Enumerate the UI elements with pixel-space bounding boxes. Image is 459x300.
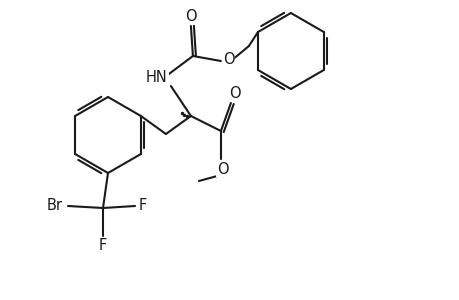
Text: HN: HN xyxy=(146,70,168,85)
Text: Br: Br xyxy=(47,199,63,214)
Text: O: O xyxy=(223,52,234,67)
Text: O: O xyxy=(217,161,228,176)
Text: F: F xyxy=(139,199,147,214)
Text: O: O xyxy=(185,8,196,23)
Text: O: O xyxy=(229,85,240,100)
Text: F: F xyxy=(99,238,107,253)
